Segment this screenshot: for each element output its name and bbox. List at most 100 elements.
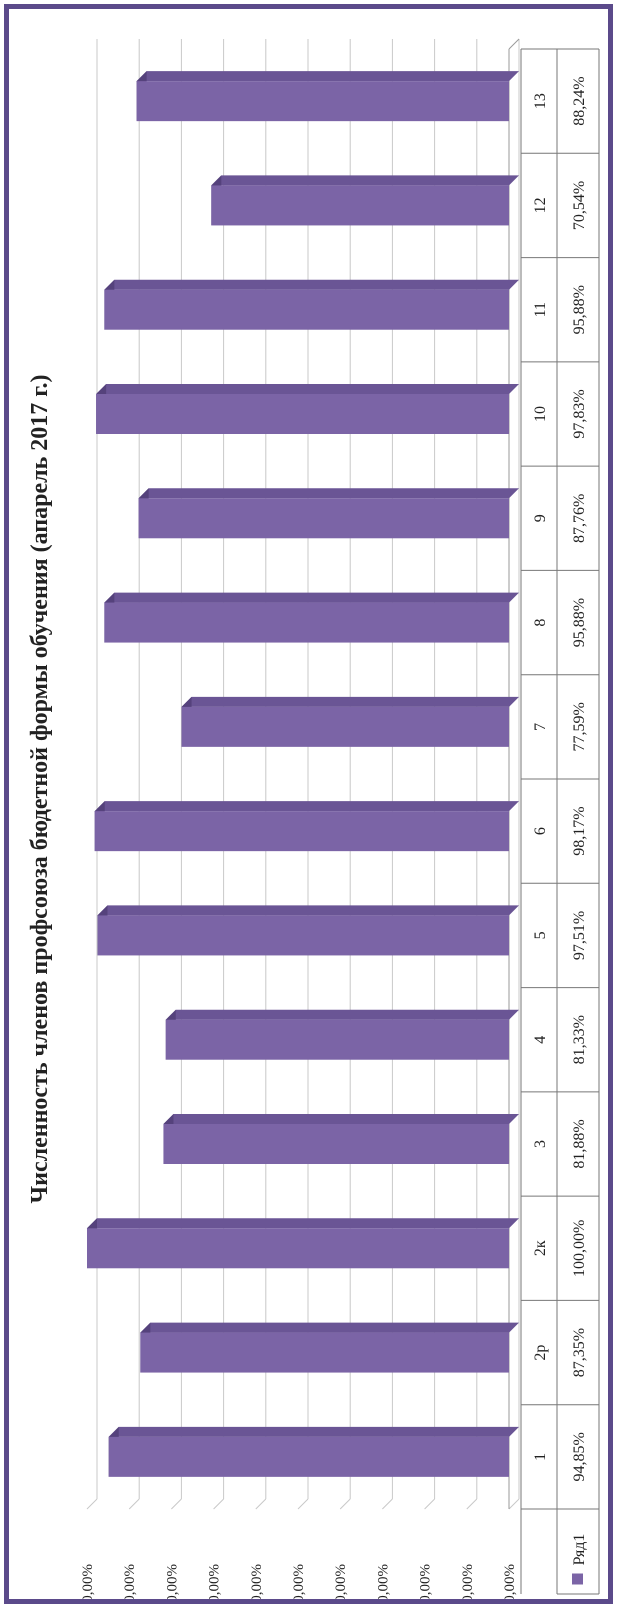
x-tick-label: 3 — [532, 1140, 549, 1148]
data-label: 98,17% — [571, 806, 588, 855]
grid-layer — [86, 38, 520, 1510]
x-tick-label: 12 — [532, 197, 549, 213]
gridline-floor — [171, 1498, 182, 1510]
bar — [136, 81, 509, 122]
bar-top-face — [96, 384, 519, 394]
bar — [94, 811, 510, 852]
y-tick-label: 50,00% — [291, 1564, 307, 1599]
bar-top-face — [140, 1322, 519, 1333]
bar-top-face — [181, 696, 520, 707]
bar-group — [163, 1114, 519, 1164]
bar-group — [96, 384, 519, 434]
x-tick-label: 5 — [532, 931, 549, 939]
bar — [96, 394, 509, 434]
chart-svg: 1 94,85%2р 87,35%2к 100,00%3 81,88%4 81,33%5 9… — [27, 38, 600, 1599]
data-label: 97,51% — [571, 911, 588, 960]
data-label: 70,54% — [571, 181, 588, 230]
bar — [104, 602, 509, 643]
gridline-floor — [297, 1498, 309, 1510]
chart-title: Численность членов профсоюза бюдетной фо… — [27, 375, 53, 1204]
bar-top-face — [97, 905, 519, 916]
x-tick-label: 4 — [532, 1036, 549, 1044]
base-wall-edge — [508, 38, 520, 50]
chart-frame: 1 94,85% 2р 87,35% 2к 100,00% 3 81,88% 4 81,33% 5 9… — [4, 4, 613, 1604]
data-label: 87,35% — [571, 1328, 588, 1377]
bar-group — [94, 801, 520, 852]
bar-top-face — [211, 175, 519, 186]
y-tick-label: 70,00% — [207, 1564, 223, 1599]
x-tick-label: 10 — [532, 406, 549, 422]
bars-layer — [87, 71, 520, 1477]
gridline-floor — [255, 1498, 267, 1510]
data-label: 77,59% — [571, 702, 588, 751]
bar-group — [181, 696, 520, 747]
x-tick-label: 6 — [532, 827, 549, 835]
bar-group — [108, 1426, 519, 1477]
bar-top-face — [108, 1426, 519, 1437]
bar — [87, 1228, 509, 1269]
data-label: 94,85% — [571, 1432, 588, 1481]
x-tick-label: 11 — [532, 302, 549, 317]
gridline-floor — [508, 1498, 520, 1510]
data-label: 88,24% — [571, 76, 588, 125]
x-tick-label: 13 — [532, 93, 549, 109]
bar — [97, 915, 509, 956]
x-tick-label: 7 — [532, 723, 549, 731]
gridline-floor — [213, 1498, 224, 1510]
data-table: 1 94,85% 2р 87,35% 2к 100,00% 3 81,88% 4 81,33% 5 9… — [520, 48, 600, 1595]
bar-group — [138, 488, 519, 539]
bar-group — [97, 905, 519, 956]
x-tick-label: 9 — [532, 514, 549, 522]
bar-group — [211, 175, 519, 226]
y-tick-label: 0,00% — [502, 1564, 518, 1599]
x-tick-label: 2к — [532, 1240, 549, 1256]
data-label: 95,88% — [571, 598, 588, 647]
bar-top-face — [136, 71, 519, 82]
gridline-floor — [466, 1498, 478, 1510]
bar-top-face — [94, 801, 520, 812]
legend-label: Ряд1 — [571, 1534, 588, 1566]
y-tick-label: 20,00% — [418, 1564, 434, 1599]
gridline-floor — [339, 1498, 351, 1510]
bar-group — [104, 592, 519, 643]
bar-top-face — [104, 279, 519, 290]
bar-top-face — [104, 592, 519, 603]
bar-group — [136, 71, 519, 122]
x-tick-label: 1 — [532, 1453, 549, 1461]
bar — [181, 706, 510, 747]
y-tick-label: 60,00% — [249, 1564, 265, 1599]
bar-top-face — [138, 488, 519, 499]
bar-group — [104, 279, 519, 330]
bar-group — [140, 1322, 519, 1373]
bar-group — [165, 1009, 519, 1060]
gridline-floor — [382, 1498, 393, 1510]
data-label: 87,76% — [571, 494, 588, 543]
y-tick-label: 90,00% — [122, 1564, 138, 1599]
y-tick-label: 30,00% — [375, 1564, 391, 1599]
bar — [211, 185, 509, 226]
bar — [108, 1436, 509, 1477]
x-tick-label: 8 — [532, 619, 549, 627]
bar — [138, 498, 509, 539]
bar — [165, 1019, 509, 1060]
bar-top-face — [87, 1218, 519, 1229]
bar-group — [87, 1218, 519, 1269]
data-label: 97,83% — [571, 389, 588, 438]
data-label: 81,88% — [571, 1119, 588, 1168]
legend-swatch — [572, 1573, 583, 1585]
y-tick-label: 80,00% — [164, 1564, 180, 1599]
bar-top-face — [163, 1114, 519, 1124]
gridline-floor — [86, 1498, 98, 1510]
bar — [140, 1332, 509, 1373]
x-tick-label: 2р — [532, 1345, 549, 1361]
y-tick-label: 100,00% — [80, 1564, 96, 1599]
gridline-floor — [128, 1498, 140, 1510]
bar — [163, 1124, 509, 1164]
bar — [104, 289, 509, 330]
data-label: 100,00% — [571, 1220, 588, 1277]
value-axis: 0,00% 10,00% 20,00% 30,00% 40,00% 50,00% 60,00… — [80, 1564, 518, 1599]
gridline-floor — [424, 1498, 435, 1510]
data-label: 81,33% — [571, 1015, 588, 1064]
data-label: 95,88% — [571, 285, 588, 334]
bar-top-face — [165, 1009, 519, 1020]
